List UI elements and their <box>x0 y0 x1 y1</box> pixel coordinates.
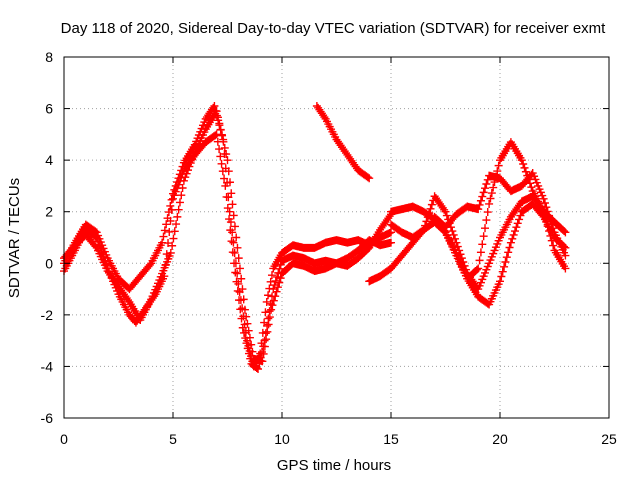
data-point-markers <box>60 130 395 374</box>
chart-title: Day 118 of 2020, Sidereal Day-to-day VTE… <box>61 20 606 37</box>
y-tick-label: 2 <box>45 204 53 220</box>
x-tick-labels: 0 5 10 15 20 25 <box>60 431 617 447</box>
x-tick-label: 20 <box>492 431 508 447</box>
x-tick-label: 15 <box>383 431 399 447</box>
data-point-markers <box>60 101 395 371</box>
series-track-1 <box>60 101 395 371</box>
data-point-markers <box>312 101 374 183</box>
series-track-2 <box>60 130 395 374</box>
y-tick-label: 6 <box>45 101 53 117</box>
y-tick-labels: -6 -4 -2 0 2 4 6 8 <box>41 49 54 426</box>
series-track-3 <box>60 107 395 366</box>
data-point-markers <box>60 107 395 366</box>
x-tick-label: 25 <box>601 431 617 447</box>
y-axis-label: SDTVAR / TECUs <box>6 178 23 298</box>
y-tick-label: -6 <box>41 410 54 426</box>
data-point-markers <box>365 199 570 309</box>
y-tick-label: 0 <box>45 255 53 271</box>
x-tick-label: 0 <box>60 431 68 447</box>
data-point-markers <box>430 169 570 260</box>
x-tick-label: 10 <box>274 431 290 447</box>
series-track-8 <box>430 169 570 260</box>
series-track-4 <box>312 101 374 183</box>
x-axis-label: GPS time / hours <box>277 457 391 474</box>
data-points <box>60 101 570 374</box>
y-tick-label: -4 <box>41 358 54 374</box>
y-tick-label: 4 <box>45 152 53 168</box>
plot-frame <box>63 56 610 419</box>
y-tick-label: -2 <box>41 307 54 323</box>
y-tick-label: 8 <box>45 49 53 65</box>
x-tick-label: 5 <box>169 431 177 447</box>
series-track-6 <box>365 199 570 309</box>
axis-ticks <box>63 56 610 419</box>
